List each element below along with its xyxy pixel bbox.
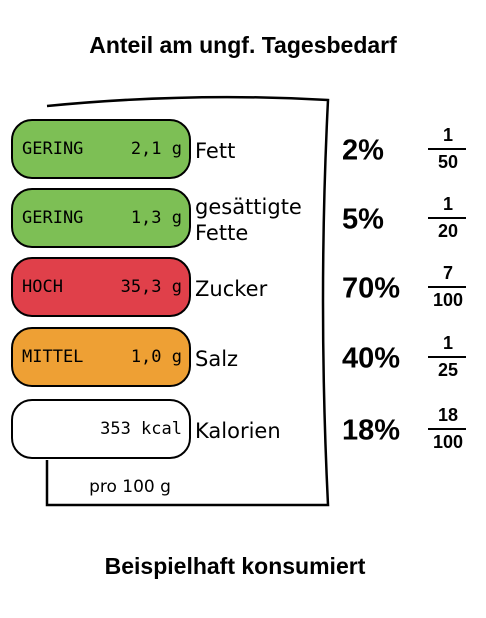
- amount: 1,3 g: [131, 208, 182, 228]
- nutrient: Salz: [195, 347, 238, 371]
- numerator: 1: [443, 125, 453, 145]
- denominator: 50: [438, 152, 458, 172]
- nutrient: Fette: [195, 221, 248, 245]
- numerator: 7: [443, 263, 453, 283]
- pill: [11, 257, 191, 317]
- level: HOCH: [22, 277, 63, 297]
- denominator: 100: [433, 432, 463, 452]
- level: MITTEL: [22, 347, 83, 367]
- title: Anteil am ungf. Tagesbedarf: [89, 32, 397, 58]
- nutrient: Kalorien: [195, 419, 281, 443]
- level: GERING: [22, 208, 83, 228]
- amount: 353 kcal: [100, 419, 182, 439]
- level: GERING: [22, 139, 83, 159]
- amount: 35,3 g: [121, 277, 182, 297]
- percent: 40%: [342, 343, 400, 375]
- nutrient: gesättigte: [195, 195, 302, 219]
- amount: 2,1 g: [131, 139, 182, 159]
- pill: [11, 327, 191, 387]
- amount: 1,0 g: [131, 347, 182, 367]
- percent: 18%: [342, 415, 400, 447]
- pill: [11, 399, 191, 459]
- numerator: 1: [443, 333, 453, 353]
- nutrient: Fett: [195, 139, 235, 163]
- percent: 5%: [342, 204, 384, 236]
- pill: [11, 119, 191, 179]
- denominator: 25: [438, 360, 458, 380]
- footer: Beispielhaft konsumiert: [105, 553, 366, 579]
- denominator: 20: [438, 221, 458, 241]
- numerator: 1: [443, 194, 453, 214]
- percent: 70%: [342, 273, 400, 305]
- numerator: 18: [438, 405, 458, 425]
- bracket: [45, 95, 330, 507]
- denominator: 100: [433, 290, 463, 310]
- nutrient: Zucker: [195, 277, 268, 301]
- pill: [11, 188, 191, 248]
- basis: pro 100 g: [89, 477, 171, 497]
- percent: 2%: [342, 135, 384, 167]
